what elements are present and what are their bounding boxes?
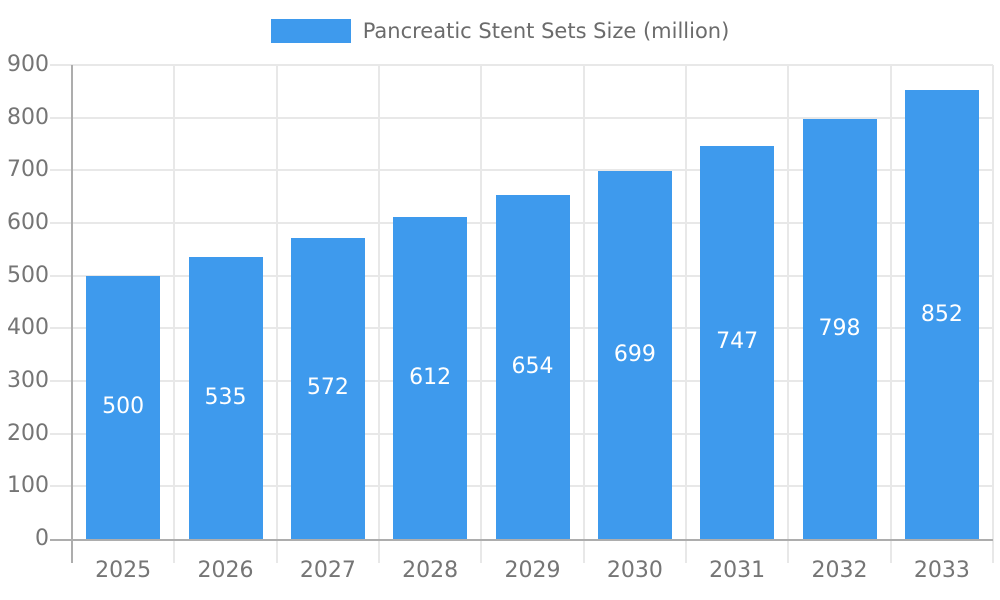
- chart-legend: Pancreatic Stent Sets Size (million): [0, 14, 1000, 48]
- x-gridline: [378, 65, 380, 563]
- y-axis-tick-label: 300: [7, 368, 49, 393]
- x-gridline: [173, 65, 176, 563]
- legend-label: Pancreatic Stent Sets Size (million): [362, 19, 730, 43]
- bar: [700, 145, 775, 539]
- bar-value-label: 535: [204, 385, 247, 411]
- y-axis-tick-label: 700: [7, 157, 49, 183]
- y-axis-tick-label: 800: [7, 104, 49, 130]
- bar-value-label: 699: [613, 341, 656, 367]
- y-axis-tick-label: 200: [7, 420, 49, 446]
- x-gridline: [275, 65, 278, 563]
- x-gridline: [480, 65, 483, 563]
- y-gridline: [50, 64, 993, 66]
- legend-swatch: [270, 19, 351, 43]
- bar: [290, 237, 365, 539]
- bar-value-label: 612: [409, 364, 452, 390]
- y-axis-tick-label: 600: [7, 210, 49, 235]
- x-axis-tick-label: 2027: [299, 558, 356, 583]
- bar: [393, 216, 468, 539]
- x-axis-tick-label: 2026: [197, 558, 254, 583]
- bar: [597, 170, 672, 539]
- y-axis-tick-label: 100: [7, 473, 49, 499]
- bar: [904, 90, 979, 539]
- x-gridline: [685, 65, 687, 563]
- x-axis-tick-label: 2031: [709, 558, 766, 583]
- bar: [188, 257, 263, 539]
- x-axis-tick-label: 2028: [402, 558, 459, 583]
- x-axis-tick-label: 2033: [913, 558, 970, 583]
- x-gridline: [992, 65, 994, 563]
- x-axis-tick-label: 2030: [606, 558, 663, 583]
- bar-value-label: 500: [102, 394, 145, 420]
- bar-value-label: 747: [716, 329, 759, 355]
- x-axis-tick-label: 2029: [504, 558, 561, 583]
- y-gridline: [50, 116, 993, 119]
- y-axis-tick-label: 400: [7, 315, 49, 341]
- y-axis-tick-label: 500: [7, 262, 49, 288]
- bar-value-label: 654: [511, 353, 554, 379]
- y-gridline: [50, 169, 993, 172]
- x-gridline: [582, 65, 585, 563]
- y-axis-tick-label: 900: [7, 52, 49, 77]
- bar: [86, 275, 161, 539]
- bar: [802, 118, 877, 539]
- x-axis-tick-label: 2032: [811, 558, 868, 583]
- bar-value-label: 852: [920, 301, 963, 327]
- bar: [495, 194, 570, 539]
- x-axis-line: [50, 539, 993, 541]
- x-gridline: [787, 65, 790, 563]
- y-axis-tick-label: 0: [35, 526, 49, 551]
- bar-value-label: 572: [306, 375, 349, 401]
- bar-value-label: 798: [818, 315, 861, 341]
- x-axis-tick-label: 2025: [95, 558, 152, 583]
- y-axis-line: [71, 65, 73, 563]
- x-gridline: [889, 65, 892, 563]
